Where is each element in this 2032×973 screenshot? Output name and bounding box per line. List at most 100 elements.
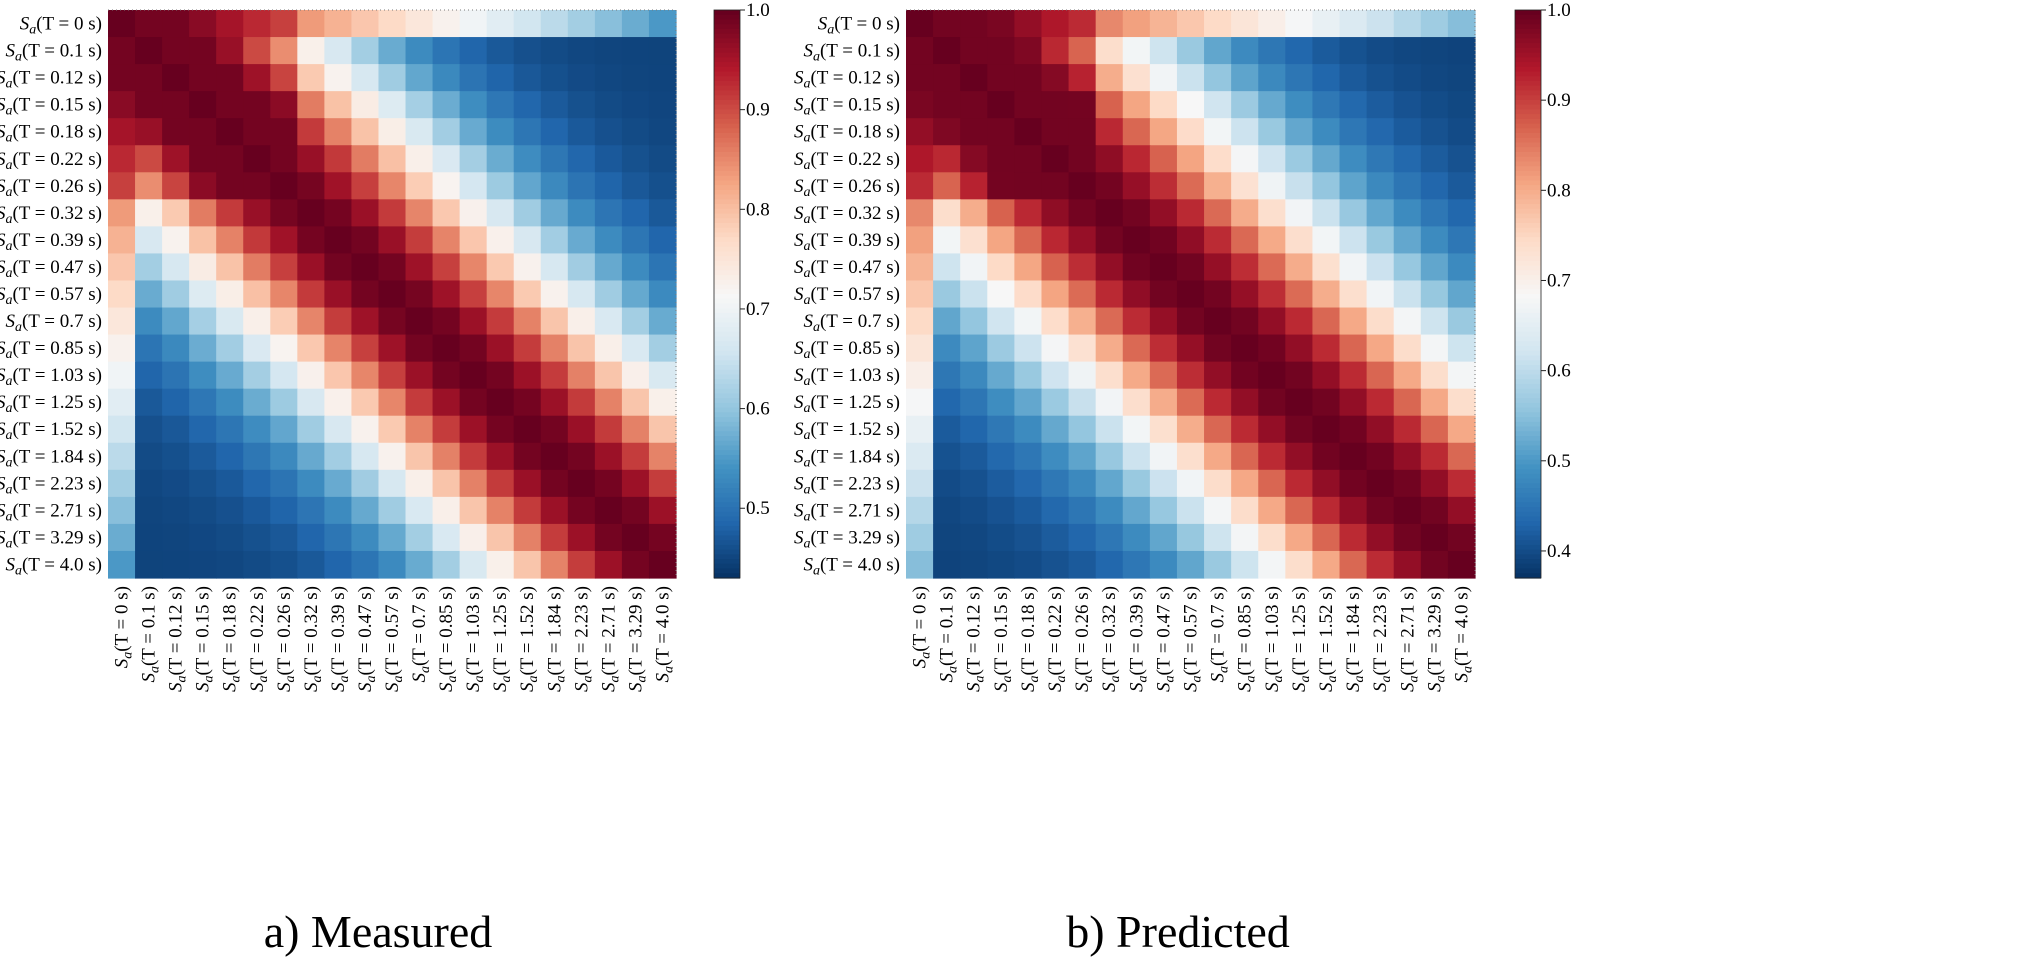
colorbar-segment <box>714 43 740 49</box>
heatmap-cell <box>270 469 298 498</box>
colorbar-segment <box>714 213 740 219</box>
heatmap-cell <box>1393 118 1422 146</box>
heatmap-cell <box>540 64 569 92</box>
heatmap-cell <box>1258 280 1286 309</box>
colorbar-segment <box>714 544 740 551</box>
heatmap-cell <box>135 10 163 38</box>
colorbar-segment <box>1515 256 1541 262</box>
heatmap-cell <box>1068 496 1097 525</box>
row-label: Sa(T = 0.22 s) <box>0 149 102 173</box>
heatmap-cell <box>540 226 569 255</box>
colorbar-segment <box>714 450 740 456</box>
heatmap-cell <box>216 145 244 173</box>
heatmap-cell <box>1095 550 1124 579</box>
heatmap-cell <box>432 469 461 498</box>
heatmap-cell <box>1122 10 1151 38</box>
colorbar-segment <box>1515 516 1541 522</box>
heatmap-cell <box>135 523 163 552</box>
heatmap-cell <box>1447 145 1476 173</box>
heatmap-cell <box>621 388 650 417</box>
heatmap-cell <box>906 10 934 38</box>
column-label: Sa(T = 2.23 s) <box>1370 586 1394 692</box>
heatmap-cell <box>1231 442 1259 471</box>
colorbar-segment <box>1515 398 1541 404</box>
heatmap-cell <box>1447 550 1476 579</box>
heatmap-cell <box>933 145 961 173</box>
heatmap-cell <box>189 145 217 173</box>
row-label: Sa(T = 0.18 s) <box>0 122 102 146</box>
heatmap-cell <box>378 442 407 471</box>
heatmap-cell <box>108 388 136 417</box>
heatmap-cell <box>513 253 542 282</box>
heatmap-cell <box>1366 172 1395 200</box>
heatmap-cell <box>1366 415 1395 444</box>
heatmap-cell <box>405 415 434 444</box>
colorbar-segment <box>1515 260 1541 267</box>
heatmap-cell <box>1339 361 1368 390</box>
heatmap-cell <box>933 226 961 255</box>
colorbar-segment <box>1515 473 1541 480</box>
heatmap-cell <box>1393 145 1422 173</box>
heatmap-cell <box>1149 469 1178 498</box>
heatmap-cell <box>1258 199 1286 227</box>
heatmap-cell <box>432 145 461 173</box>
heatmap-cell <box>648 388 677 417</box>
heatmap-cell <box>108 307 136 336</box>
heatmap-cell <box>378 550 407 579</box>
heatmap-cell <box>621 523 650 552</box>
colorbar-segment <box>1515 279 1541 286</box>
colorbar-segment <box>1515 237 1541 243</box>
heatmap-cell <box>1204 388 1232 417</box>
heatmap-cell <box>405 10 434 38</box>
row-label: Sa(T = 0.22 s) <box>794 149 900 173</box>
heatmap-cell <box>135 496 163 525</box>
heatmap-cell <box>960 118 988 146</box>
row-label: Sa(T = 0.7 s) <box>803 311 900 335</box>
heatmap-cell <box>1285 10 1314 38</box>
heatmap-cell <box>405 91 434 119</box>
heatmap-cell <box>135 37 163 65</box>
colorbar-segment <box>714 47 740 54</box>
colorbar-frame <box>713 9 741 579</box>
colorbar-segment <box>1515 554 1541 560</box>
heatmap-cell <box>1149 388 1178 417</box>
heatmap-cell <box>1420 442 1449 471</box>
heatmap-cell <box>648 280 677 309</box>
heatmap-cell <box>1149 91 1178 119</box>
heatmap-cell <box>459 91 488 119</box>
colorbar-segment <box>1515 246 1541 252</box>
heatmap-cell <box>1149 280 1178 309</box>
heatmap-cell <box>1176 523 1205 552</box>
column-label: Sa(T = 0.26 s) <box>274 586 298 692</box>
heatmap-cell <box>324 280 353 309</box>
heatmap-cell <box>594 64 623 92</box>
heatmap-cell <box>513 307 542 336</box>
heatmap-cell <box>1393 334 1422 363</box>
panel-measured: Sa(T = 0 s)Sa(T = 0.1 s)Sa(T = 0.12 s)Sa… <box>0 0 770 957</box>
heatmap-cell <box>459 10 488 38</box>
heatmap-cell <box>1204 334 1232 363</box>
heatmap-cell <box>906 388 934 417</box>
heatmap-cell <box>1312 118 1341 146</box>
heatmap-cell <box>1176 388 1205 417</box>
colorbar-segment <box>1515 540 1541 546</box>
colorbar-segment <box>1515 450 1541 456</box>
heatmap-cell <box>1176 415 1205 444</box>
colorbar-segment <box>714 559 740 565</box>
heatmap-cell <box>1041 64 1070 92</box>
row-label: Sa(T = 0.15 s) <box>0 95 102 119</box>
heatmap-cell <box>1122 172 1151 200</box>
heatmap-cell <box>1312 388 1341 417</box>
column-label: Sa(T = 2.71 s) <box>598 586 622 692</box>
heatmap-cell <box>324 496 353 525</box>
colorbar-segment <box>1515 559 1541 565</box>
heatmap-cell <box>594 145 623 173</box>
heatmap-cell <box>297 253 325 282</box>
heatmap-cell <box>1122 199 1151 227</box>
heatmap-cell <box>1339 64 1368 92</box>
heatmap-cell <box>1041 523 1070 552</box>
heatmap-cell <box>621 361 650 390</box>
heatmap-cell <box>378 334 407 363</box>
heatmap-cell <box>297 442 325 471</box>
